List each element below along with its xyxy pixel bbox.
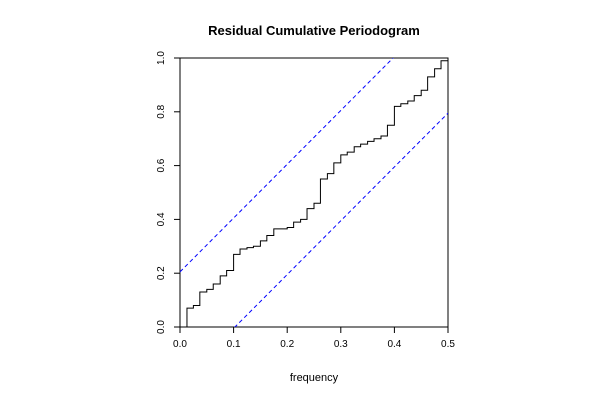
chart-title: Residual Cumulative Periodogram bbox=[208, 23, 420, 38]
confidence-bound-line bbox=[234, 112, 448, 327]
series-layer bbox=[180, 58, 448, 327]
x-tick-label: 0.3 bbox=[334, 339, 348, 350]
y-axis: 0.0 0.2 0.4 0.6 0.8 1.0 bbox=[156, 51, 180, 334]
y-tick-label: 0.8 bbox=[156, 104, 167, 118]
y-tick-label: 0.0 bbox=[156, 320, 167, 334]
y-tick-label: 0.2 bbox=[156, 266, 167, 280]
cumulative-periodogram-line bbox=[180, 58, 448, 327]
x-tick-label: 0.4 bbox=[387, 339, 401, 350]
x-tick-label: 0.0 bbox=[173, 339, 187, 350]
x-tick-label: 0.2 bbox=[280, 339, 294, 350]
x-tick-label: 0.5 bbox=[441, 339, 455, 350]
x-tick-label: 0.1 bbox=[227, 339, 241, 350]
y-tick-label: 1.0 bbox=[156, 51, 167, 65]
y-tick-label: 0.4 bbox=[156, 212, 167, 226]
confidence-bound-line bbox=[180, 58, 394, 273]
y-tick-label: 0.6 bbox=[156, 158, 167, 172]
plot-frame bbox=[179, 57, 449, 328]
x-axis-label: frequency bbox=[290, 372, 339, 384]
x-axis: 0.0 0.1 0.2 0.3 0.4 0.5 bbox=[173, 327, 455, 350]
